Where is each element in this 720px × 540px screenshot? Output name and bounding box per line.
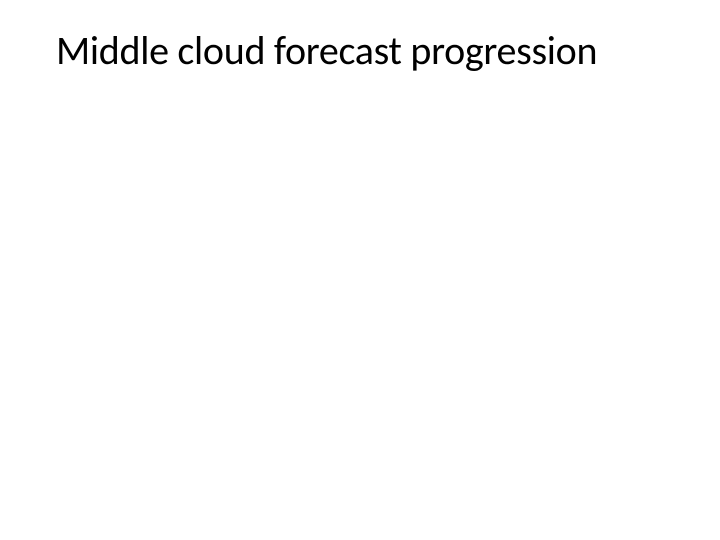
slide-title: Middle cloud forecast progression — [56, 26, 597, 75]
